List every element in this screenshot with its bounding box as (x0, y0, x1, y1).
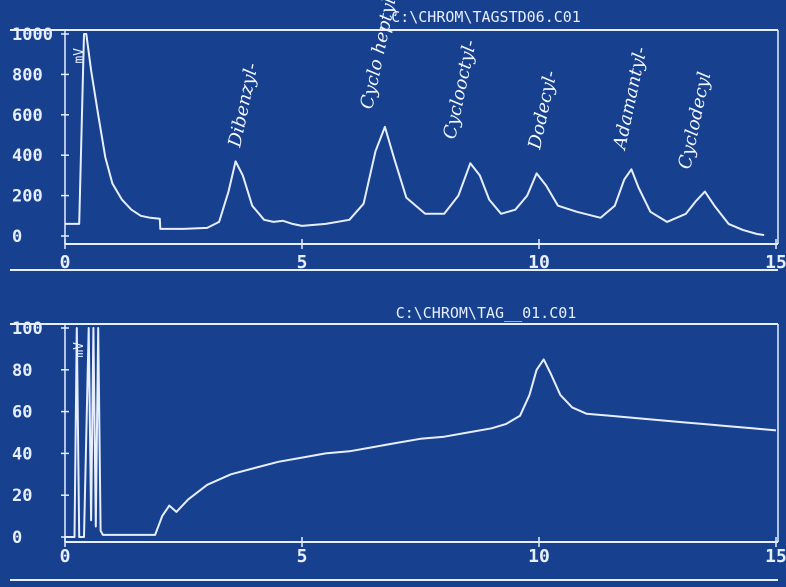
chromatogram-trace (65, 33, 765, 236)
chart-title: C:\CHROM\TAG__01.C01 (396, 304, 577, 322)
y-axis-label: mV (72, 48, 87, 64)
chart-title: C:\CHROM\TAGSTD06.C01 (391, 8, 581, 26)
y-tick-label: 80 (12, 361, 32, 381)
y-tick-label: 20 (12, 486, 32, 506)
y-axis-label: mV (72, 342, 87, 358)
x-tick-label: 15 (765, 546, 786, 567)
y-tick-label: 400 (12, 146, 43, 166)
y-tick-label: 600 (12, 106, 43, 126)
peak-annotation: Cyclodecyl (674, 70, 715, 171)
peak-annotation: Dodecyl- (524, 69, 561, 152)
x-tick-label: 5 (297, 546, 308, 567)
x-tick-label: 10 (528, 546, 550, 567)
peak-annotation: Dibenzyl- (224, 61, 263, 150)
peak-annotation: Cyclooctyl- (439, 38, 480, 141)
x-tick-label: 10 (528, 252, 550, 273)
chart-panel-2: C:\CHROM\TAG__01.C01 0 20 40 60 80 100 0 5 10 15 mV (10, 304, 786, 581)
y-tick-label: 0 (12, 227, 22, 247)
x-tick-label: 0 (60, 546, 71, 567)
x-tick-label: 0 (60, 252, 71, 273)
y-tick-label: 0 (12, 528, 22, 548)
x-tick-label: 5 (297, 252, 308, 273)
chromatogram-trace (65, 327, 777, 538)
y-tick-label: 60 (12, 403, 32, 423)
y-tick-label: 800 (12, 65, 43, 85)
x-tick-label: 15 (765, 252, 786, 273)
y-tick-label: 200 (12, 187, 43, 207)
peak-annotation: Adamantyl- (609, 45, 652, 153)
peak-annotation: Cyclo heptyl- (356, 0, 401, 111)
y-tick-label: 40 (12, 444, 32, 464)
y-tick-label: 1000 (12, 25, 53, 45)
y-tick-label: 100 (12, 319, 43, 339)
chart-panel-1: C:\CHROM\TAGSTD06.C01 0 200 400 600 800 1000 0 5… (10, 0, 786, 273)
